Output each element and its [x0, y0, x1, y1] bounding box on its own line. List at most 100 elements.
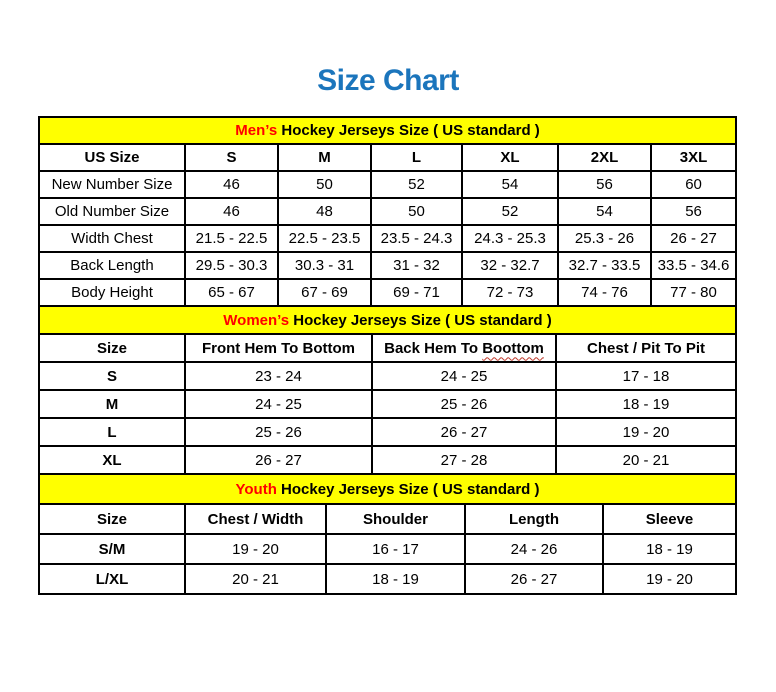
youth-banner-row: Youth Hockey Jerseys Size ( US standard …	[38, 473, 737, 505]
row-label: Old Number Size	[38, 197, 186, 226]
row-label: XL	[38, 445, 186, 475]
row-label: L	[38, 417, 186, 447]
table-cell: 16 - 17	[325, 533, 466, 565]
size-chart-block: Men’s Hockey Jerseys Size ( US standard …	[37, 116, 738, 595]
table-cell: 67 - 69	[277, 278, 372, 307]
table-cell: 24 - 25	[184, 389, 373, 419]
table-cell: 22.5 - 23.5	[277, 224, 372, 253]
table-row: Back Length 29.5 - 30.3 30.3 - 31 31 - 3…	[38, 251, 738, 280]
table-cell: 25 - 26	[184, 417, 373, 447]
table-cell: 27 - 28	[371, 445, 557, 475]
table-cell: 52	[461, 197, 559, 226]
mens-header-cell: 2XL	[557, 143, 652, 172]
table-cell: 18 - 19	[554, 389, 738, 419]
table-cell: 18 - 19	[602, 533, 737, 565]
table-cell: 56	[649, 197, 738, 226]
table-cell: 50	[370, 197, 463, 226]
table-cell: 48	[277, 197, 372, 226]
table-cell: 17 - 18	[554, 361, 738, 391]
row-label: Body Height	[38, 278, 186, 307]
womens-size-table: Women’s Hockey Jerseys Size ( US standar…	[37, 305, 738, 475]
womens-header-cell: Chest / Pit To Pit	[554, 333, 738, 363]
table-cell: 20 - 21	[554, 445, 738, 475]
youth-banner: Youth Hockey Jerseys Size ( US standard …	[38, 473, 737, 505]
row-label: L/XL	[38, 563, 186, 595]
table-cell: 21.5 - 22.5	[184, 224, 279, 253]
table-cell: 23 - 24	[184, 361, 373, 391]
table-cell: 69 - 71	[370, 278, 463, 307]
table-cell: 54	[557, 197, 652, 226]
mens-header-cell: US Size	[38, 143, 186, 172]
mens-header-cell: S	[184, 143, 279, 172]
youth-header-cell: Sleeve	[602, 503, 737, 535]
page-title: Size Chart	[317, 64, 459, 97]
table-cell: 52	[370, 170, 463, 199]
table-cell: 25 - 26	[371, 389, 557, 419]
mens-header-cell: L	[370, 143, 463, 172]
mens-banner-row: Men’s Hockey Jerseys Size ( US standard …	[37, 116, 738, 145]
womens-header-cell-text: Back Hem To	[384, 339, 483, 357]
youth-banner-text: Hockey Jerseys Size ( US standard )	[276, 480, 540, 498]
row-label: S/M	[38, 533, 186, 565]
youth-size-table: Youth Hockey Jerseys Size ( US standard …	[38, 473, 737, 595]
table-cell: 24 - 26	[464, 533, 604, 565]
row-label: Width Chest	[38, 224, 186, 253]
table-cell: 24.3 - 25.3	[461, 224, 559, 253]
mens-banner-text: Hockey Jerseys Size ( US standard )	[277, 122, 540, 139]
table-row: S/M 19 - 20 16 - 17 24 - 26 18 - 19	[38, 533, 737, 565]
table-cell: 20 - 21	[184, 563, 327, 595]
mens-size-table: Men’s Hockey Jerseys Size ( US standard …	[37, 116, 738, 307]
mens-header-row: US Size S M L XL 2XL 3XL	[38, 143, 738, 172]
youth-header-cell: Length	[464, 503, 604, 535]
table-cell: 60	[649, 170, 738, 199]
youth-header-row: Size Chest / Width Shoulder Length Sleev…	[38, 503, 737, 535]
table-row: Width Chest 21.5 - 22.5 22.5 - 23.5 23.5…	[38, 224, 738, 253]
womens-header-cell: Front Hem To Bottom	[184, 333, 373, 363]
table-cell: 54	[461, 170, 559, 199]
misspelled-word: Boottom	[482, 339, 544, 357]
table-row: M 24 - 25 25 - 26 18 - 19	[38, 389, 738, 419]
table-cell: 72 - 73	[461, 278, 559, 307]
table-cell: 19 - 20	[184, 533, 327, 565]
womens-banner-accent: Women’s	[223, 311, 290, 329]
row-label: New Number Size	[38, 170, 186, 199]
table-cell: 23.5 - 24.3	[370, 224, 463, 253]
table-cell: 24 - 25	[371, 361, 557, 391]
mens-banner-accent: Men’s	[235, 122, 278, 139]
table-cell: 50	[277, 170, 372, 199]
table-cell: 29.5 - 30.3	[184, 251, 279, 280]
womens-header-cell: Size	[38, 333, 186, 363]
womens-banner: Women’s Hockey Jerseys Size ( US standar…	[37, 305, 738, 335]
womens-banner-row: Women’s Hockey Jerseys Size ( US standar…	[37, 305, 738, 335]
table-row: L 25 - 26 26 - 27 19 - 20	[38, 417, 738, 447]
row-label: S	[38, 361, 186, 391]
womens-banner-text: Hockey Jerseys Size ( US standard )	[289, 311, 552, 329]
youth-header-cell: Chest / Width	[184, 503, 327, 535]
womens-header-cell: Back Hem To Boottom	[371, 333, 557, 363]
table-row: Body Height 65 - 67 67 - 69 69 - 71 72 -…	[38, 278, 738, 307]
mens-banner: Men’s Hockey Jerseys Size ( US standard …	[37, 116, 738, 145]
table-cell: 77 - 80	[649, 278, 738, 307]
table-cell: 30.3 - 31	[277, 251, 372, 280]
table-cell: 26 - 27	[649, 224, 738, 253]
table-cell: 19 - 20	[554, 417, 738, 447]
mens-header-cell: 3XL	[649, 143, 738, 172]
table-cell: 74 - 76	[557, 278, 652, 307]
table-cell: 31 - 32	[370, 251, 463, 280]
table-cell: 26 - 27	[371, 417, 557, 447]
table-cell: 32.7 - 33.5	[557, 251, 652, 280]
table-cell: 26 - 27	[184, 445, 373, 475]
table-cell: 25.3 - 26	[557, 224, 652, 253]
table-cell: 32 - 32.7	[461, 251, 559, 280]
mens-header-cell: XL	[461, 143, 559, 172]
table-cell: 33.5 - 34.6	[649, 251, 738, 280]
table-row: New Number Size 46 50 52 54 56 60	[38, 170, 738, 199]
youth-header-cell: Shoulder	[325, 503, 466, 535]
mens-header-cell: M	[277, 143, 372, 172]
table-cell: 19 - 20	[602, 563, 737, 595]
table-cell: 26 - 27	[464, 563, 604, 595]
youth-header-cell: Size	[38, 503, 186, 535]
row-label: M	[38, 389, 186, 419]
table-row: XL 26 - 27 27 - 28 20 - 21	[38, 445, 738, 475]
